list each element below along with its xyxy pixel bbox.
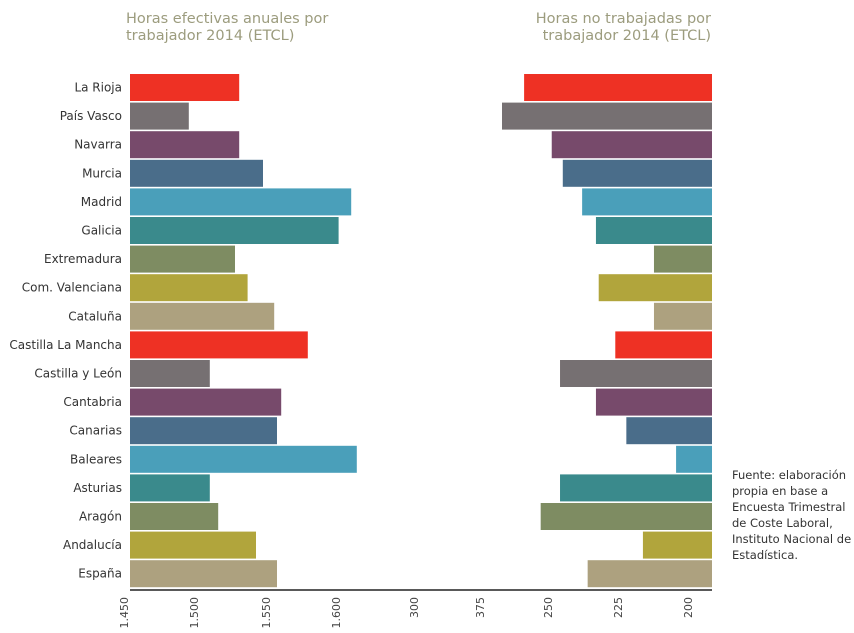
category-label: Extremadura bbox=[44, 252, 122, 266]
left-bar bbox=[130, 560, 277, 588]
category-label: Cataluña bbox=[68, 309, 122, 323]
x-tick-label: 225 bbox=[612, 597, 625, 618]
left-bar bbox=[130, 417, 277, 445]
right-title-line: Horas no trabajadas por bbox=[536, 11, 711, 27]
right-bar bbox=[642, 531, 712, 559]
left-bar-series bbox=[130, 74, 357, 588]
category-label: Baleares bbox=[70, 452, 122, 466]
category-label: Cantabria bbox=[63, 395, 122, 409]
x-axis-ticks: 1.450 1.500 1.550 1.600 300 375 250 225 200 bbox=[118, 597, 695, 629]
source-note-line: Fuente: elaboración bbox=[732, 468, 846, 482]
x-tick-label: 1.550 bbox=[260, 597, 273, 629]
category-label: La Rioja bbox=[74, 81, 122, 95]
left-bar bbox=[130, 217, 339, 244]
source-note-line: Estadística. bbox=[732, 548, 798, 562]
right-bar bbox=[524, 74, 712, 101]
left-bar bbox=[130, 531, 256, 559]
left-bar bbox=[130, 102, 189, 130]
category-label: Madrid bbox=[81, 195, 122, 209]
category-label: España bbox=[78, 567, 122, 581]
category-label: Navarra bbox=[74, 138, 122, 152]
right-bar bbox=[676, 445, 712, 473]
source-note: Fuente: elaboración propia en base a Encue… bbox=[732, 468, 851, 562]
x-tick-label: 1.600 bbox=[330, 597, 343, 629]
category-label: Castilla La Mancha bbox=[9, 338, 122, 352]
category-label: Murcia bbox=[82, 166, 122, 180]
left-bar bbox=[130, 360, 210, 387]
left-bar bbox=[130, 331, 308, 359]
left-bar bbox=[130, 503, 219, 530]
right-bar bbox=[587, 560, 712, 588]
left-bar bbox=[130, 131, 240, 159]
left-bar bbox=[130, 74, 240, 101]
right-bar bbox=[615, 331, 712, 359]
x-tick-label: 300 bbox=[408, 597, 421, 618]
category-label: Galicia bbox=[81, 224, 122, 238]
right-bar bbox=[562, 159, 712, 187]
source-note-line: de Coste Laboral, bbox=[732, 516, 833, 530]
source-note-line: Encuesta Trimestral bbox=[732, 500, 845, 514]
right-bar bbox=[653, 302, 712, 330]
source-note-line: propia en base a bbox=[732, 484, 828, 498]
left-bar bbox=[130, 474, 210, 502]
x-tick-label: 1.450 bbox=[118, 597, 131, 629]
right-bar bbox=[560, 474, 712, 502]
right-bar bbox=[595, 217, 712, 244]
right-title-line: trabajador 2014 (ETCL) bbox=[543, 28, 711, 44]
source-note-line: Instituto Nacional de bbox=[732, 532, 851, 546]
right-bar bbox=[540, 503, 712, 530]
x-tick-label: 1.500 bbox=[188, 597, 201, 629]
right-bar bbox=[595, 388, 712, 416]
left-title-line: trabajador 2014 (ETCL) bbox=[126, 28, 294, 44]
left-bar bbox=[130, 388, 282, 416]
category-label: País Vasco bbox=[60, 109, 122, 123]
right-bar-series bbox=[502, 74, 712, 588]
left-bar bbox=[130, 245, 235, 273]
category-label: Aragón bbox=[79, 510, 122, 524]
right-bar bbox=[551, 131, 712, 159]
category-label: Com. Valenciana bbox=[22, 281, 122, 295]
right-bar bbox=[626, 417, 712, 445]
category-label: Canarias bbox=[69, 424, 122, 438]
category-labels: La Rioja País Vasco Navarra Murcia Madrid Gal… bbox=[9, 81, 122, 581]
category-label: Asturias bbox=[73, 481, 122, 495]
right-bar bbox=[560, 360, 712, 387]
left-title-line: Horas efectivas anuales por bbox=[126, 11, 328, 27]
right-bar bbox=[598, 274, 712, 302]
right-bar bbox=[653, 245, 712, 273]
right-bar bbox=[582, 188, 712, 216]
left-bar bbox=[130, 159, 263, 187]
left-bar bbox=[130, 445, 357, 473]
left-bar bbox=[130, 302, 275, 330]
category-label: Andalucía bbox=[63, 538, 122, 552]
category-label: Castilla y León bbox=[34, 367, 122, 381]
x-tick-label: 200 bbox=[682, 597, 695, 618]
left-bar bbox=[130, 188, 352, 216]
right-bar bbox=[502, 102, 712, 130]
left-bar bbox=[130, 274, 248, 302]
x-tick-label: 250 bbox=[542, 597, 555, 618]
x-tick-label: 375 bbox=[474, 597, 487, 618]
